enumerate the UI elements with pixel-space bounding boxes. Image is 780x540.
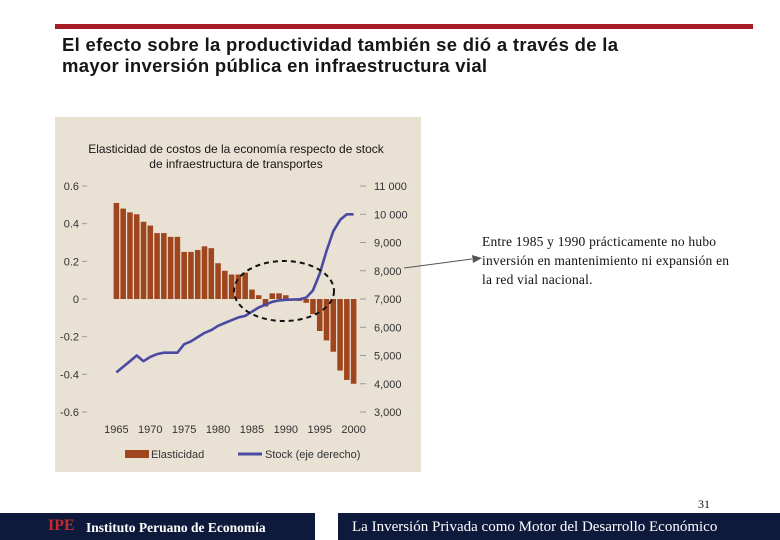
y-left-tick-label: 0.4 — [64, 219, 79, 231]
highlight-ellipse — [233, 260, 335, 322]
y-right-tick-label: 10 000 — [374, 209, 408, 221]
x-tick-label: 2000 — [341, 424, 365, 436]
footer-organization: Instituto Peruano de Economía — [86, 520, 266, 535]
elasticity-bar — [154, 233, 160, 299]
x-tick-label: 1985 — [240, 424, 264, 436]
footer-tagline: La Inversión Privada como Motor del Desa… — [352, 519, 718, 535]
elasticity-bar — [242, 272, 248, 299]
elasticity-bar — [283, 295, 289, 299]
y-right-tick-label: 3,000 — [374, 407, 402, 419]
elasticity-bar — [323, 299, 330, 341]
elasticity-bar — [188, 251, 194, 299]
elasticity-bar — [344, 299, 350, 380]
elasticity-bar — [269, 293, 276, 299]
legend-label-elasticidad: Elasticidad — [151, 449, 204, 461]
x-tick-label: 1975 — [172, 424, 196, 436]
ipe-logo-text: IPE — [48, 517, 75, 534]
elasticity-bar — [181, 251, 187, 299]
footer-left-panel: IPE Instituto Peruano de Economía — [0, 513, 315, 540]
elasticity-bar — [215, 263, 221, 299]
elasticity-bar — [330, 299, 337, 352]
callout-text: Entre 1985 y 1990 prácticamente no hubo … — [482, 234, 730, 287]
elasticity-bar — [174, 236, 181, 299]
elasticity-bar — [310, 299, 316, 315]
legend-swatch-elasticidad — [125, 450, 149, 458]
y-right-tick-label: 7,000 — [374, 294, 402, 306]
elasticity-bar — [120, 208, 126, 299]
elasticity-bar — [235, 274, 242, 299]
elasticity-bar — [113, 202, 120, 299]
elasticity-bar — [222, 270, 228, 299]
elasticity-bar — [303, 299, 309, 303]
footer-bar: IPE Instituto Peruano de Economía La Inv… — [0, 513, 780, 540]
y-left-tick-label: 0.2 — [64, 256, 79, 268]
elasticity-bar — [337, 299, 343, 371]
elasticity-bar — [276, 293, 282, 299]
y-left-tick-label: -0.2 — [60, 332, 79, 344]
y-left-tick-label: 0.6 — [64, 181, 79, 193]
legend-label-stock: Stock (eje derecho) — [265, 449, 360, 461]
y-right-tick-label: 8,000 — [374, 266, 402, 278]
stock-line — [115, 213, 354, 374]
elasticity-bar — [201, 246, 208, 299]
x-tick-label: 1995 — [307, 424, 331, 436]
y-left-tick-label: 0 — [73, 294, 79, 306]
slide-title-line-1: El efecto sobre la productividad también… — [62, 34, 619, 55]
y-right-tick-label: 4,000 — [374, 379, 402, 391]
elasticity-bar — [255, 295, 262, 299]
elasticity-bar — [161, 233, 167, 299]
y-left-tick-label: -0.4 — [60, 369, 79, 381]
page-number: 31 — [698, 497, 710, 511]
y-right-tick-label: 9,000 — [374, 238, 402, 250]
y-right-tick-label: 11 000 — [374, 181, 407, 193]
x-tick-label: 1965 — [104, 424, 128, 436]
chart-title-line-2: de infraestructura de transportes — [149, 157, 322, 171]
elasticity-bar — [167, 236, 174, 299]
elasticity-bar — [249, 289, 255, 299]
elasticity-bar — [228, 274, 235, 299]
callout-arrow — [403, 255, 482, 269]
elasticity-bar — [133, 214, 140, 299]
elasticity-bar — [350, 299, 357, 384]
x-tick-label: 1990 — [274, 424, 298, 436]
elasticity-bar — [194, 250, 201, 299]
elasticity-bar — [262, 299, 269, 307]
x-tick-label: 1980 — [206, 424, 230, 436]
elasticity-bar — [147, 225, 154, 299]
x-tick-label: 1970 — [138, 424, 162, 436]
slide-title-line-2: mayor inversión pública en infraestructu… — [62, 55, 488, 76]
y-right-tick-label: 6,000 — [374, 322, 402, 334]
elasticity-bar — [140, 221, 147, 299]
elasticity-stock-chart: Elasticidad de costos de la economía res… — [60, 142, 408, 461]
elasticity-bar — [127, 212, 133, 299]
title-accent-rule — [55, 24, 753, 29]
elasticity-bar — [208, 248, 215, 299]
y-left-tick-label: -0.6 — [60, 407, 79, 419]
footer-right-panel: La Inversión Privada como Motor del Desa… — [338, 513, 780, 540]
slide-title: El efecto sobre la productividad también… — [62, 34, 762, 76]
elasticity-bar — [316, 299, 323, 332]
y-right-tick-label: 5,000 — [374, 351, 402, 363]
chart-title-line-1: Elasticidad de costos de la economía res… — [88, 142, 385, 156]
